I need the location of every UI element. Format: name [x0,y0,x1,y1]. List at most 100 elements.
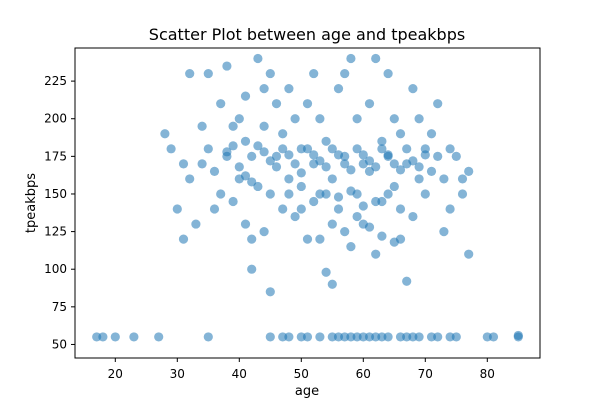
data-point [209,166,220,176]
data-point [302,332,313,342]
data-point [451,151,461,161]
data-point [321,189,331,199]
data-point [371,53,381,64]
data-point [110,332,120,342]
data-point [234,162,244,172]
data-point [309,150,319,160]
y-tick-label: 175 [44,149,67,163]
data-point [383,332,393,342]
data-point [451,332,461,342]
x-tick-label: 30 [170,367,185,381]
data-point [377,144,387,154]
data-point [253,141,263,151]
data-point [377,231,387,241]
data-point [160,129,170,139]
data-point [228,196,238,207]
data-point [457,189,468,199]
data-point [240,219,251,229]
data-point [302,99,313,109]
data-point [327,144,337,154]
data-point [433,99,443,109]
data-point [352,114,362,124]
data-point [247,151,257,161]
data-point [228,121,238,131]
x-tick-label: 50 [294,367,309,381]
data-point [247,234,257,244]
data-point [185,68,195,79]
data-point [414,332,424,342]
chart-title: Scatter Plot between age and tpeakbps [149,25,465,44]
x-tick-label: 40 [232,367,247,381]
data-point [414,114,424,124]
data-point [426,129,437,139]
data-point [457,174,468,184]
x-tick-label: 20 [108,367,123,381]
data-point [253,53,263,64]
data-point [327,279,337,289]
data-point [296,168,306,178]
data-point [383,68,393,79]
y-tick-label: 200 [44,112,67,126]
data-point [203,68,213,79]
data-point [333,204,344,214]
data-point [178,234,189,244]
y-tick-label: 125 [44,225,67,239]
data-point [309,68,319,79]
data-point [278,144,288,154]
data-point [315,156,325,166]
data-point [383,189,393,199]
data-point [197,121,207,131]
data-point [352,211,362,222]
data-point [433,332,443,342]
data-point [154,332,164,342]
data-point [358,201,368,211]
data-point [402,144,412,154]
data-point [408,211,418,222]
data-point [402,276,412,286]
data-point [185,174,195,184]
data-point [364,222,375,232]
data-point [284,150,294,160]
data-point [203,144,213,154]
data-point [464,166,474,176]
data-point [364,156,375,166]
data-point [346,53,356,64]
data-point [191,219,201,229]
data-point [203,332,213,342]
data-point [259,147,269,157]
data-point [309,196,319,207]
data-point [327,219,337,229]
x-tick-label: 80 [480,367,495,381]
data-point [433,151,443,161]
y-axis-ticks: 50 75 100 125 150 175 200 225 [44,74,75,351]
data-point [166,144,176,154]
data-point [296,204,306,214]
data-point [259,121,269,131]
data-point [271,162,282,172]
data-point [315,114,325,124]
data-point [333,84,344,94]
data-point [284,84,294,94]
data-point [129,332,139,342]
data-point [333,150,344,160]
data-point [346,165,356,175]
y-tick-label: 150 [44,187,67,201]
data-point [240,136,251,146]
data-point [333,192,344,202]
data-point [352,144,362,154]
data-point [414,162,424,172]
data-point [364,99,375,109]
data-point [315,234,325,244]
data-point [327,174,337,184]
data-point [358,150,368,160]
data-point [209,204,220,214]
data-point [395,129,406,139]
data-point [439,174,449,184]
y-tick-label: 75 [52,300,67,314]
data-point [247,264,257,274]
data-point [302,144,313,154]
data-point [346,186,356,196]
data-point [445,144,455,154]
data-point [420,189,430,199]
data-point [302,234,313,244]
